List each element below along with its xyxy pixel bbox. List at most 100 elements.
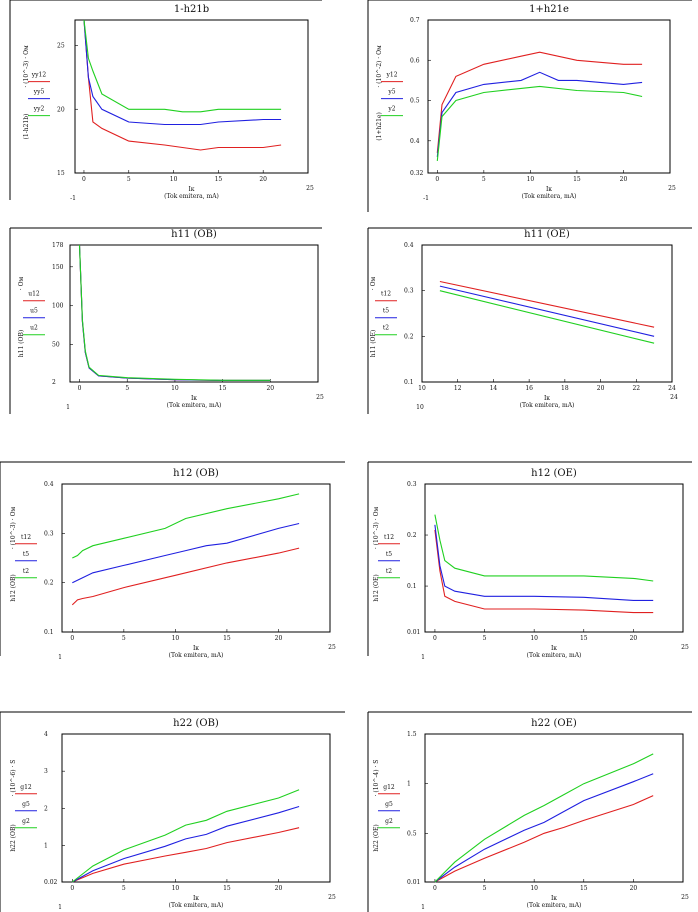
x-tick-label: 5	[483, 885, 487, 892]
chart-title: h12 (OE)	[531, 468, 577, 479]
y-tick-label: 150	[52, 264, 64, 271]
legend-label: g2	[22, 818, 30, 825]
x-axis-sublabel: (Tok emitera, mA)	[169, 902, 224, 909]
x-range-min: 1	[421, 904, 425, 911]
x-axis-sublabel: (Tok emitera, mA)	[167, 402, 222, 409]
x-tick-label: 15	[219, 385, 227, 392]
x-tick-label: 22	[632, 385, 640, 392]
y-tick-label: 0.5	[407, 830, 417, 837]
x-tick-label: 14	[490, 385, 498, 392]
y-tick-label: 0.1	[404, 379, 414, 386]
y-tick-label: 0.3	[404, 288, 414, 295]
legend-label: y12	[385, 72, 397, 79]
x-range-max: 25	[328, 894, 336, 901]
y-tick-label: 0.01	[407, 879, 420, 886]
y-tick-label: 0.4	[410, 138, 420, 145]
y-tick-label: 0.2	[407, 532, 417, 539]
x-tick-label: 5	[122, 635, 126, 642]
x-tick-label: 0	[70, 885, 74, 892]
y-tick-label: 50	[52, 342, 60, 349]
x-tick-label: 5	[482, 176, 486, 183]
y-tick-label: 20	[57, 106, 65, 113]
y-tick-label: 0.01	[407, 629, 420, 636]
y-tick-label: 4	[44, 731, 48, 738]
x-axis-sublabel: (Tok emitera, mA)	[520, 402, 575, 409]
legend-label: yy12	[31, 72, 47, 79]
series-line-yy5	[83, 19, 282, 126]
x-axis-sublabel: (Tok emitera, mA)	[522, 193, 577, 200]
legend-label: t12	[384, 534, 394, 541]
y-tick-label: 178	[52, 242, 64, 249]
x-axis-label: Iк	[191, 395, 197, 402]
legend-label: t12	[381, 291, 391, 298]
y-axis-sublabel: · (10^-4) · S	[373, 760, 380, 797]
x-axis-sublabel: (Tok emitera, mA)	[527, 652, 582, 659]
legend-label: y5	[387, 89, 395, 96]
series-line-t2	[72, 493, 300, 559]
plot-area	[424, 483, 684, 633]
x-tick-label: 10	[530, 885, 538, 892]
chart-title: h11 (OB)	[171, 229, 217, 240]
legend-label: t5	[23, 551, 29, 558]
legend-label: g5	[385, 801, 393, 808]
x-tick-label: 5	[122, 885, 126, 892]
chart-title: h11 (OE)	[524, 229, 570, 240]
x-tick-label: 15	[223, 635, 231, 642]
legend-label: u5	[30, 308, 38, 315]
y-tick-label: 0.4	[44, 481, 54, 488]
y-axis-sublabel: · (10^-2) · Ом	[376, 45, 383, 88]
chart-title: 1-h21b	[174, 4, 209, 15]
x-tick-label: 20	[630, 885, 638, 892]
x-tick-label: 20	[275, 635, 283, 642]
series-line-t2	[434, 514, 654, 582]
y-axis-sublabel: · (10^-6) · S	[10, 760, 17, 797]
y-tick-label: 0.5	[410, 98, 420, 105]
y-tick-label: 1	[44, 843, 48, 850]
x-tick-label: 10	[527, 176, 535, 183]
x-range-max: 25	[681, 644, 689, 651]
x-range-min: 1	[66, 404, 70, 411]
legend-label: g12	[20, 784, 32, 791]
y-tick-label: 0.1	[44, 629, 54, 636]
x-range-max: 25	[668, 185, 676, 192]
y-axis-sublabel: · Ом	[18, 276, 25, 290]
x-tick-label: 24	[668, 385, 676, 392]
series-line-g2	[434, 753, 654, 883]
x-tick-label: 20	[597, 385, 605, 392]
chart-title: h22 (OE)	[531, 718, 577, 729]
x-range-max: 24	[670, 394, 678, 401]
y-tick-label: 1	[407, 781, 411, 788]
x-tick-label: 5	[127, 176, 131, 183]
x-range-max: 25	[328, 644, 336, 651]
y-axis-sublabel: · (10^-3) · Ом	[10, 507, 17, 550]
x-range-max: 25	[681, 894, 689, 901]
y-tick-label: 0.32	[410, 170, 424, 177]
series-line-g12	[434, 795, 654, 883]
x-range-min: 10	[416, 404, 424, 411]
plot-area	[61, 483, 331, 633]
series-line-u5	[78, 244, 271, 381]
series-line-t12	[439, 280, 655, 328]
chart-6	[367, 461, 692, 656]
x-tick-label: 5	[483, 635, 487, 642]
x-axis-label: Iк	[546, 186, 552, 193]
chart-5	[0, 461, 345, 656]
series-line-g12	[72, 827, 300, 883]
series-line-t2	[439, 290, 655, 344]
y-axis-sublabel: · (10^-3) · Ом	[373, 507, 380, 550]
legend-label: t2	[386, 568, 392, 575]
y-axis-label: (1+h21e)	[376, 112, 383, 141]
plot-area	[74, 19, 309, 174]
chart-8	[367, 711, 692, 912]
series-line-t5	[434, 524, 654, 601]
x-tick-label: 20	[275, 885, 283, 892]
chart-title: h12 (OB)	[173, 468, 219, 479]
x-tick-label: 0	[82, 176, 86, 183]
x-tick-label: 20	[259, 176, 267, 183]
x-range-min: -1	[70, 195, 76, 202]
series-line-t5	[439, 285, 655, 337]
series-line-t5	[72, 522, 300, 584]
legend-label: u12	[28, 291, 40, 298]
y-axis-label: h12 (OB)	[10, 574, 17, 601]
